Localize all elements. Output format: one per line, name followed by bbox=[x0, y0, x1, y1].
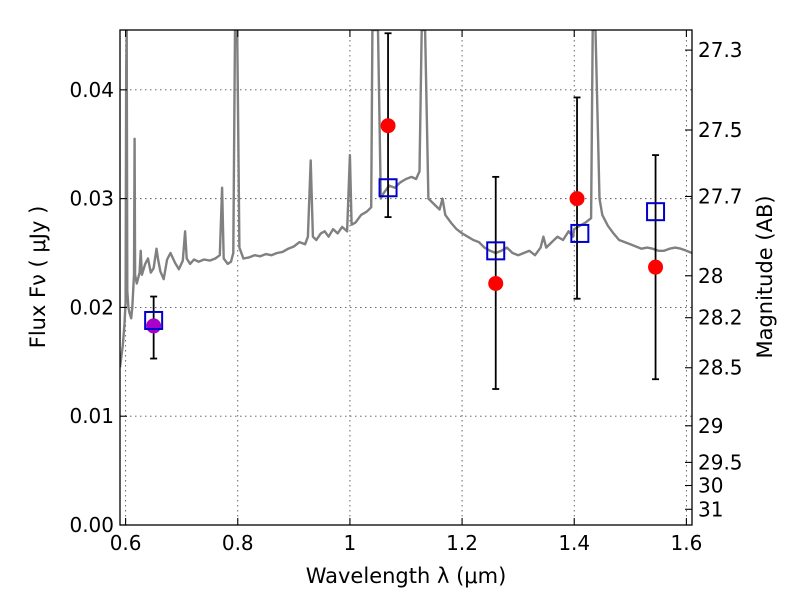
axes: 0.6 0.8 1 1.2 1.4 1.6 0.00 0.01 0.02 0.03 0.04 27.3… bbox=[69, 30, 743, 555]
y-tick-label: 0.04 bbox=[69, 78, 114, 102]
model-spectrum-line bbox=[120, 30, 692, 368]
y-axis-label: Flux Fν ( μJy ) bbox=[26, 206, 50, 349]
x-tick-label: 0.6 bbox=[110, 531, 142, 555]
axes-frame bbox=[119, 29, 693, 526]
x-axis-label: Wavelength λ (μm) bbox=[306, 564, 507, 588]
right-axis-label: Magnitude (AB) bbox=[753, 195, 777, 358]
x-tick-label: 0.8 bbox=[222, 531, 254, 555]
right-tick-label: 29 bbox=[698, 414, 723, 438]
observed-flux-point bbox=[380, 118, 396, 134]
model-flux-square bbox=[646, 202, 666, 222]
right-tick-label: 27.5 bbox=[698, 118, 743, 142]
x-tick-label: 1.4 bbox=[558, 531, 590, 555]
observed-flux-point bbox=[488, 275, 504, 291]
x-tick-label: 1 bbox=[344, 531, 357, 555]
right-tick-label: 28.5 bbox=[698, 356, 743, 380]
observed-flux-point bbox=[569, 191, 585, 207]
observed-flux-point bbox=[648, 259, 664, 275]
right-tick-label: 27.3 bbox=[698, 38, 743, 62]
grid-lines bbox=[120, 30, 692, 526]
observed-flux-point bbox=[146, 318, 162, 334]
right-tick-label: 28 bbox=[698, 264, 723, 288]
plot-area bbox=[120, 30, 692, 390]
y-tick-label: 0.03 bbox=[69, 187, 114, 211]
model-flux-square bbox=[378, 178, 398, 198]
y-tick-label: 0.02 bbox=[69, 295, 114, 319]
right-tick-label: 30 bbox=[698, 474, 723, 498]
plot-series bbox=[120, 30, 692, 368]
x-tick-label: 1.6 bbox=[670, 531, 702, 555]
right-tick-label: 29.5 bbox=[698, 450, 743, 474]
model-flux-square bbox=[144, 310, 164, 330]
right-tick-label: 28.2 bbox=[698, 306, 743, 330]
y-tick-label: 0.01 bbox=[69, 404, 114, 428]
right-tick-label: 27.7 bbox=[698, 184, 743, 208]
right-tick-label: 31 bbox=[698, 497, 723, 521]
model-flux-square bbox=[570, 223, 590, 243]
x-tick-label: 1.2 bbox=[446, 531, 478, 555]
model-flux-square bbox=[486, 241, 506, 261]
y-tick-label: 0.00 bbox=[69, 513, 114, 537]
